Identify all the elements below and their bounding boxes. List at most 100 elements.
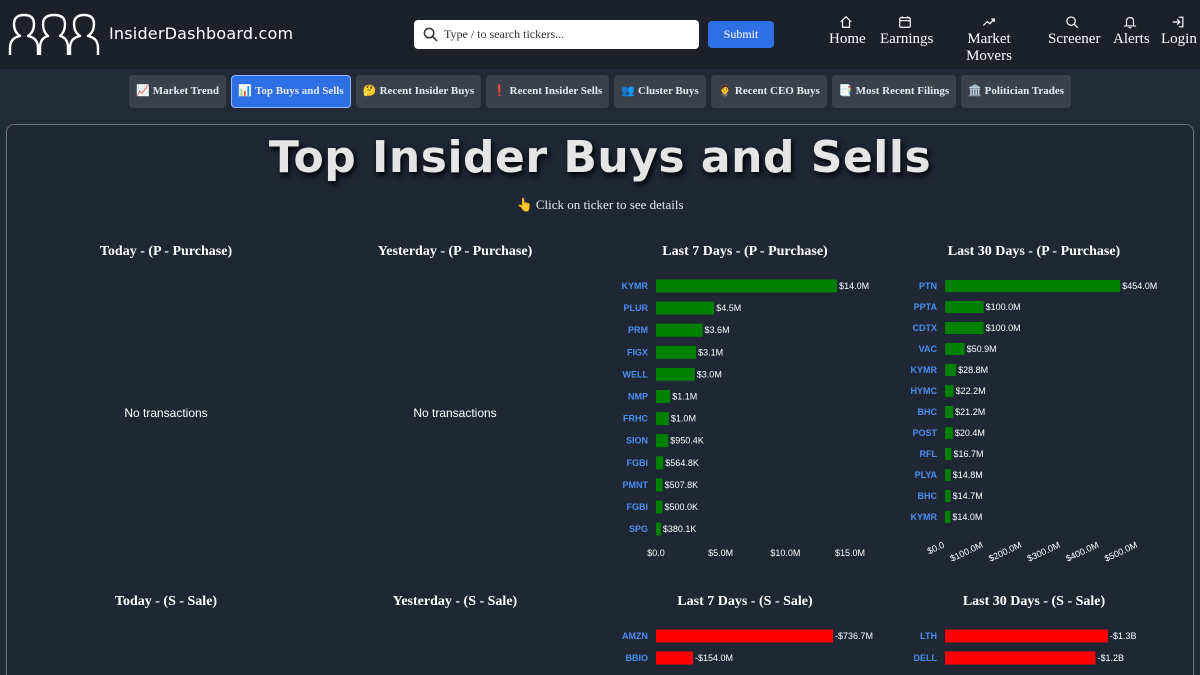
bar [945,280,1121,292]
bar-value-label: $14.0M [952,512,982,522]
nav-market-movers[interactable]: Market Movers [946,15,1032,65]
tab-label: Recent CEO Buys [734,85,820,97]
ticker-label[interactable]: FGBI [627,502,649,512]
ticker-label[interactable]: SION [626,436,648,446]
tab-politician-trades[interactable]: 🏛️ Politician Trades [961,75,1071,108]
x-axis-tick-label: $500.0M [1103,540,1139,564]
ticker-search-input[interactable] [444,20,694,49]
nav-earnings[interactable]: Earnings [880,15,934,48]
ticker-label[interactable]: KYMR [911,512,938,522]
yesterday-no-transactions: No transactions [413,406,497,420]
ticker-label[interactable]: AMZN [622,631,648,641]
tab-label: Politician Trades [984,85,1065,97]
thinking-face-icon: 🤔 [362,85,377,97]
bar-value-label: $100.0M [986,323,1021,333]
ticker-label[interactable]: POST [912,428,937,438]
ticker-label[interactable]: FRHC [623,414,648,424]
ticker-label[interactable]: PMNT [623,480,649,490]
ticker-label[interactable]: VAC [919,344,938,354]
ticker-label[interactable]: SPG [629,524,648,534]
logo-icon[interactable] [8,12,100,56]
ceo-icon: 🤵 [718,85,732,97]
ticker-label[interactable]: PPTA [914,302,938,312]
x-axis-tick-label: $100.0M [948,540,984,564]
tab-label: Cluster Buys [638,85,699,97]
ticker-label[interactable]: PLYA [915,470,938,480]
people-icon: 👥 [621,85,636,97]
bar-value-label: $16.7M [953,449,983,459]
tab-cluster-buys[interactable]: 👥 Cluster Buys [614,75,706,108]
ticker-label[interactable]: CDTX [913,323,938,333]
ticker-label[interactable]: PLUR [624,303,649,313]
tab-top-buys-and-sells[interactable]: 📊 Top Buys and Sells [231,75,351,108]
bar [945,469,951,481]
tab-recent-insider-sells[interactable]: ❗ Recent Insider Sells [486,75,609,108]
brand-name[interactable]: InsiderDashboard.com [109,24,294,43]
ticker-label[interactable]: FIGX [627,347,648,357]
nav-market-movers-label: Market Movers [966,31,1012,64]
bar-value-label: $14.8M [953,470,983,480]
page-subtitle: 👆 Click on ticker to see details [516,197,684,212]
x-axis-tick-label: $10.0M [770,548,800,558]
ticker-label[interactable]: DELL [914,653,938,663]
login-icon [1172,16,1184,28]
x-axis-tick-label: $0.0 [647,548,665,558]
tab-most-recent-filings[interactable]: 📑 Most Recent Filings [832,75,956,108]
ticker-label[interactable]: KYMR [622,281,649,291]
bar-value-label: $28.8M [958,365,988,375]
ticker-search[interactable] [414,20,699,49]
last-7-days-purchase-title: Last 7 Days - (P - Purchase) [662,244,828,259]
bar [945,490,951,502]
bar-value-label: $4.5M [716,303,741,313]
ticker-label[interactable]: KYMR [911,365,938,375]
ticker-label[interactable]: PTN [919,281,937,291]
nav-screener[interactable]: Screener [1048,15,1100,48]
yesterday-purchase-title: Yesterday - (P - Purchase) [377,244,533,259]
bar-value-label: $3.1M [698,347,723,357]
ticker-label[interactable]: PRM [628,325,648,335]
nav-alerts[interactable]: Alerts [1113,15,1150,48]
tab-recent-insider-buys[interactable]: 🤔 Recent Insider Buys [356,75,481,108]
ticker-label[interactable]: BHC [918,407,938,417]
ticker-label[interactable]: WELL [623,369,649,379]
bar-value-label: -$1.2B [1097,653,1124,663]
submit-button[interactable]: Submit [708,21,774,48]
search-icon [1066,16,1079,29]
nav-home[interactable]: Home [829,15,866,48]
bar-value-label: $100.0M [986,302,1021,312]
last-7-days-sale-title: Last 7 Days - (S - Sale) [677,594,813,609]
ticker-label[interactable]: BBIO [626,653,649,663]
tab-recent-ceo-buys[interactable]: 🤵 Recent CEO Buys [711,75,827,108]
bar [945,343,965,355]
bar-value-label: $3.6M [705,325,730,335]
ticker-label[interactable]: FGBI [627,458,649,468]
ticker-label[interactable]: NMP [628,392,648,402]
ticker-label[interactable]: LTH [920,631,937,641]
bar-value-label: $20.4M [955,428,985,438]
last-30-days-sale-title: Last 30 Days - (S - Sale) [962,594,1106,609]
x-axis-tick-label: $200.0M [987,540,1023,564]
bar-value-label: $500.0K [664,502,698,512]
nav-login[interactable]: Login [1161,15,1197,48]
bar [656,456,664,470]
ticker-label[interactable]: BHC [918,491,938,501]
ticker-label[interactable]: HYMC [911,386,938,396]
bar [656,522,661,536]
bar [945,322,984,334]
bar [656,390,671,403]
document-icon: 📑 [838,85,853,97]
bar [656,323,703,337]
bar [945,427,953,439]
today-sale-title: Today - (S - Sale) [114,594,218,609]
ticker-label[interactable]: RFL [920,449,938,459]
bar-value-label: $380.1K [663,524,697,534]
capitol-icon: 🏛️ [967,85,982,97]
nav-alerts-label: Alerts [1113,31,1150,47]
x-axis-tick-label: $0.0 [926,540,946,556]
last-7-days-sale-chart: AMZN -$736.7M BBIO -$154.0M [622,629,873,665]
nav-earnings-label: Earnings [880,31,934,47]
today-purchase-title: Today - (P - Purchase) [99,244,233,259]
main-card [6,124,1194,675]
x-axis-tick-label: $5.0M [708,548,733,558]
tab-market-trend[interactable]: 📈 Market Trend [129,75,226,108]
